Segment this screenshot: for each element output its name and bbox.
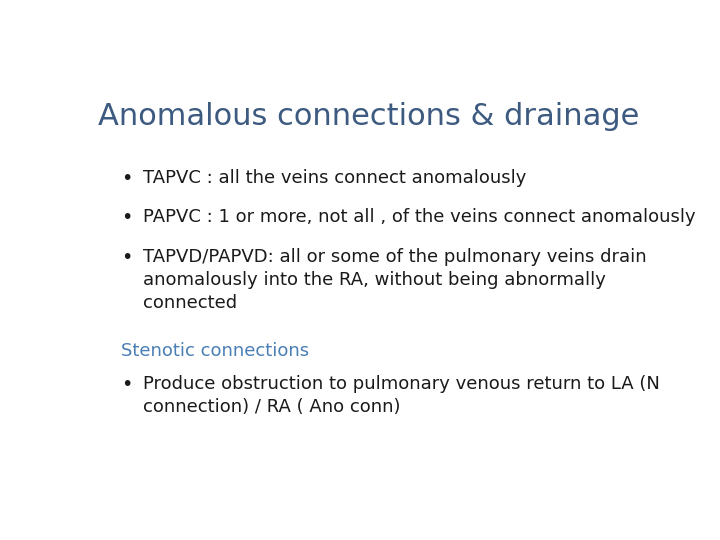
- Text: •: •: [121, 248, 132, 267]
- Text: Stenotic connections: Stenotic connections: [121, 342, 309, 360]
- Text: •: •: [121, 168, 132, 188]
- Text: PAPVC : 1 or more, not all , of the veins connect anomalously: PAPVC : 1 or more, not all , of the vein…: [143, 208, 696, 226]
- Text: Produce obstruction to pulmonary venous return to LA (N
connection) / RA ( Ano c: Produce obstruction to pulmonary venous …: [143, 375, 660, 416]
- Text: TAPVD/PAPVD: all or some of the pulmonary veins drain
anomalously into the RA, w: TAPVD/PAPVD: all or some of the pulmonar…: [143, 248, 647, 312]
- Text: •: •: [121, 208, 132, 227]
- Text: TAPVC : all the veins connect anomalously: TAPVC : all the veins connect anomalousl…: [143, 168, 526, 187]
- Text: Anomalous connections & drainage: Anomalous connections & drainage: [99, 102, 639, 131]
- Text: •: •: [121, 375, 132, 394]
